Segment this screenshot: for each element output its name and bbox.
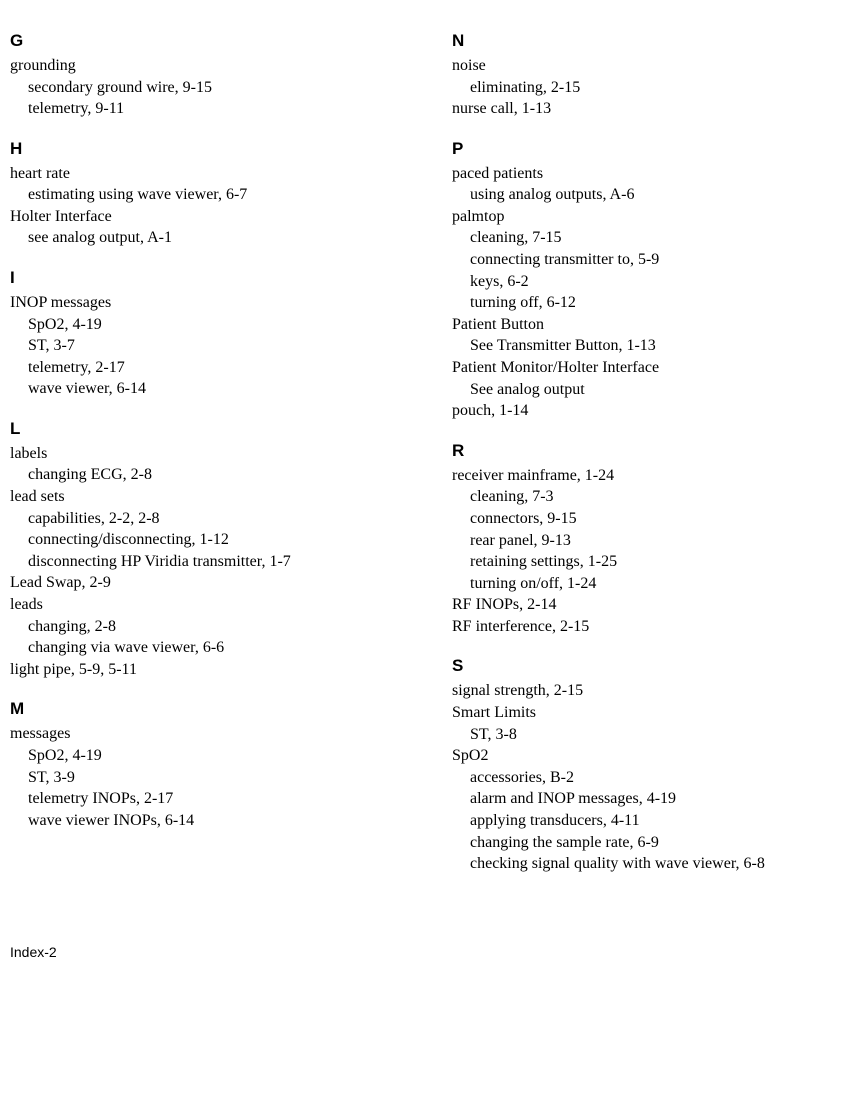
index-section: Hheart rateestimating using wave viewer,…	[10, 138, 412, 249]
index-entry: nurse call, 1-13	[452, 98, 854, 120]
index-entry: lead sets	[10, 486, 412, 508]
index-columns: Ggroundingsecondary ground wire, 9-15tel…	[10, 30, 854, 893]
index-subentry: retaining settings, 1-25	[452, 551, 854, 573]
index-subentry: keys, 6-2	[452, 271, 854, 293]
index-subentry: see analog output, A-1	[10, 227, 412, 249]
section-letter: L	[10, 418, 412, 441]
section-letter: R	[452, 440, 854, 463]
index-entry: receiver mainframe, 1-24	[452, 465, 854, 487]
index-section: Rreceiver mainframe, 1-24cleaning, 7-3co…	[452, 440, 854, 638]
index-entry: Holter Interface	[10, 206, 412, 228]
index-subentry: changing the sample rate, 6-9	[452, 832, 854, 854]
index-entry: palmtop	[452, 206, 854, 228]
index-subentry: wave viewer INOPs, 6-14	[10, 810, 412, 832]
index-subentry: telemetry, 2-17	[10, 357, 412, 379]
index-subentry: accessories, B-2	[452, 767, 854, 789]
index-entry: Smart Limits	[452, 702, 854, 724]
index-subentry: estimating using wave viewer, 6-7	[10, 184, 412, 206]
index-subentry: telemetry, 9-11	[10, 98, 412, 120]
index-subentry: cleaning, 7-3	[452, 486, 854, 508]
index-entry: pouch, 1-14	[452, 400, 854, 422]
section-letter: M	[10, 698, 412, 721]
index-subentry: turning on/off, 1-24	[452, 573, 854, 595]
section-letter: P	[452, 138, 854, 161]
index-subentry: changing via wave viewer, 6-6	[10, 637, 412, 659]
index-subentry: alarm and INOP messages, 4-19	[452, 788, 854, 810]
index-section: IINOP messagesSpO2, 4-19ST, 3-7telemetry…	[10, 267, 412, 400]
index-section: Llabelschanging ECG, 2-8lead setscapabil…	[10, 418, 412, 680]
index-subentry: telemetry INOPs, 2-17	[10, 788, 412, 810]
index-subentry: using analog outputs, A-6	[452, 184, 854, 206]
index-subentry: ST, 3-9	[10, 767, 412, 789]
index-section: Ppaced patientsusing analog outputs, A-6…	[452, 138, 854, 422]
index-entry: grounding	[10, 55, 412, 77]
index-subentry: ST, 3-8	[452, 724, 854, 746]
index-subentry: See analog output	[452, 379, 854, 401]
section-letter: I	[10, 267, 412, 290]
index-subentry: connecting transmitter to, 5-9	[452, 249, 854, 271]
index-entry: noise	[452, 55, 854, 77]
index-entry: SpO2	[452, 745, 854, 767]
page-footer: Index-2	[10, 943, 854, 962]
index-section: Nnoiseeliminating, 2-15nurse call, 1-13	[452, 30, 854, 120]
index-entry: signal strength, 2-15	[452, 680, 854, 702]
index-section: Ssignal strength, 2-15Smart LimitsST, 3-…	[452, 655, 854, 874]
index-subentry: disconnecting HP Viridia transmitter, 1-…	[10, 551, 412, 573]
index-subentry: connecting/disconnecting, 1-12	[10, 529, 412, 551]
index-entry: INOP messages	[10, 292, 412, 314]
index-subentry: secondary ground wire, 9-15	[10, 77, 412, 99]
index-section: MmessagesSpO2, 4-19ST, 3-9telemetry INOP…	[10, 698, 412, 831]
index-subentry: SpO2, 4-19	[10, 314, 412, 336]
section-letter: H	[10, 138, 412, 161]
index-entry: Patient Button	[452, 314, 854, 336]
left-column: Ggroundingsecondary ground wire, 9-15tel…	[10, 30, 412, 893]
index-subentry: cleaning, 7-15	[452, 227, 854, 249]
index-subentry: wave viewer, 6-14	[10, 378, 412, 400]
index-entry: leads	[10, 594, 412, 616]
index-subentry: applying transducers, 4-11	[452, 810, 854, 832]
index-entry: Patient Monitor/Holter Interface	[452, 357, 854, 379]
index-subentry: ST, 3-7	[10, 335, 412, 357]
index-subentry: changing ECG, 2-8	[10, 464, 412, 486]
index-entry: RF interference, 2-15	[452, 616, 854, 638]
index-subentry: See Transmitter Button, 1-13	[452, 335, 854, 357]
index-subentry: rear panel, 9-13	[452, 530, 854, 552]
index-subentry: checking signal quality with wave viewer…	[452, 853, 854, 875]
section-letter: N	[452, 30, 854, 53]
section-letter: S	[452, 655, 854, 678]
right-column: Nnoiseeliminating, 2-15nurse call, 1-13 P…	[452, 30, 854, 893]
index-subentry: SpO2, 4-19	[10, 745, 412, 767]
index-subentry: turning off, 6-12	[452, 292, 854, 314]
index-entry: heart rate	[10, 163, 412, 185]
index-entry: paced patients	[452, 163, 854, 185]
index-section: Ggroundingsecondary ground wire, 9-15tel…	[10, 30, 412, 120]
index-entry: light pipe, 5-9, 5-11	[10, 659, 412, 681]
index-subentry: connectors, 9-15	[452, 508, 854, 530]
section-letter: G	[10, 30, 412, 53]
index-subentry: capabilities, 2-2, 2-8	[10, 508, 412, 530]
index-entry: RF INOPs, 2-14	[452, 594, 854, 616]
index-subentry: changing, 2-8	[10, 616, 412, 638]
index-subentry: eliminating, 2-15	[452, 77, 854, 99]
index-entry: Lead Swap, 2-9	[10, 572, 412, 594]
index-entry: messages	[10, 723, 412, 745]
index-entry: labels	[10, 443, 412, 465]
